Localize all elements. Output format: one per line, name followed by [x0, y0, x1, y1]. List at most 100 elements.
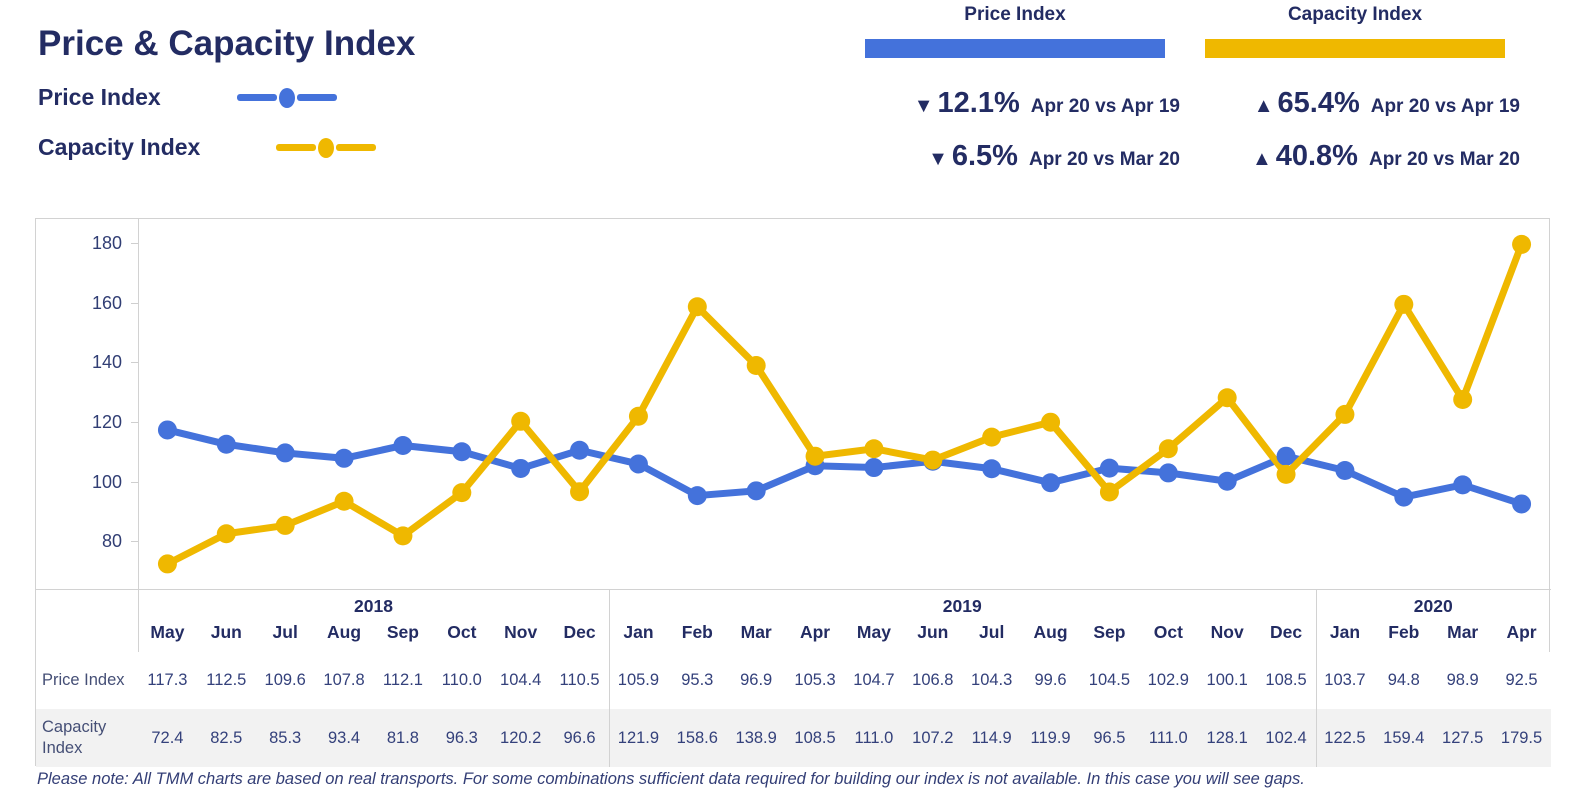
- y-tick-mark: [131, 541, 138, 543]
- price-stats-title: Price Index: [964, 4, 1066, 25]
- price-mom-value: 6.5%: [951, 140, 1018, 172]
- marker-dot: [318, 137, 335, 158]
- price-index-point: [864, 458, 884, 478]
- capacity-index-point: [805, 446, 825, 466]
- capacity-mom-value: 40.8%: [1275, 140, 1358, 172]
- capacity-index-point: [1453, 390, 1473, 410]
- price-index-point: [687, 486, 707, 506]
- capacity-index-point: [275, 515, 295, 535]
- table-row-price-index: Price Index 117.3 112.5 109.6 107.8 112.1 110…: [36, 652, 1551, 709]
- capacity-index-value-cell: 96.6: [563, 728, 596, 747]
- capacity-index-value-cell: 158.6: [676, 728, 718, 747]
- capacity-stats-title: Capacity Index: [1287, 4, 1423, 25]
- price-index-value-cell: 100.1: [1206, 671, 1248, 689]
- month-header: Oct: [447, 622, 477, 642]
- capacity-index-value-cell: 120.2: [500, 728, 542, 747]
- capacity-index-point: [1217, 388, 1237, 408]
- y-tick-label: 160: [91, 292, 122, 313]
- row-label-capacity-index: Capacity Index: [42, 718, 107, 757]
- month-header: Aug: [1033, 622, 1068, 642]
- capacity-index-value-cell: 128.1: [1206, 728, 1248, 747]
- table-row-capacity-index: Capacity Index 72.4 82.5 85.3 93.4 81.8 96.3 1…: [36, 709, 1551, 767]
- capacity-index-point: [216, 524, 236, 544]
- month-header: Nov: [504, 622, 538, 642]
- capacity-index-value-cell: 108.5: [794, 728, 836, 747]
- capacity-index-point: [1276, 464, 1296, 484]
- price-index-point: [746, 481, 766, 501]
- month-header: Mar: [740, 622, 772, 642]
- down-arrow-icon: ▼: [928, 148, 948, 170]
- price-index-value-cell: 117.3: [147, 671, 188, 689]
- price-index-point: [982, 459, 1002, 479]
- month-header: Apr: [799, 622, 831, 642]
- capacity-index-value-cell: 107.2: [912, 728, 954, 747]
- price-index-value-cell: 112.1: [382, 671, 423, 689]
- capacity-index-value-cell: 96.3: [445, 728, 478, 747]
- price-yoy-value: 12.1%: [937, 87, 1020, 119]
- capacity-index-point: [746, 356, 766, 376]
- capacity-mom-period: Apr 20 vs Mar 20: [1368, 149, 1520, 170]
- month-header: Apr: [1506, 622, 1537, 642]
- price-index-value-cell: 108.5: [1265, 671, 1307, 689]
- price-index-point: [1335, 461, 1355, 481]
- capacity-index-value-cell: 127.5: [1442, 728, 1484, 747]
- price-index-value-cell: 94.8: [1387, 671, 1420, 689]
- month-header: Jan: [1329, 622, 1361, 642]
- legend-label-price-index: Price Index: [38, 84, 161, 110]
- capacity-index-value-cell: 114.9: [971, 728, 1012, 747]
- legend-item-price-index: Price Index: [38, 84, 337, 111]
- y-tick-mark: [131, 481, 138, 483]
- price-index-value-cell: 112.5: [206, 671, 247, 689]
- capacity-index-value-cell: 121.9: [617, 728, 660, 747]
- price-index-value-cell: 104.3: [971, 671, 1013, 689]
- price-index-value-cell: 96.9: [740, 671, 773, 689]
- price-index-value-cell: 92.5: [1505, 671, 1538, 689]
- price-index-point: [216, 434, 236, 454]
- price-index-value-cell: 104.7: [853, 671, 895, 689]
- month-header: Jan: [623, 622, 654, 642]
- capacity-index-value-cell: 111.0: [1148, 728, 1188, 747]
- capacity-index-point: [1099, 482, 1119, 502]
- month-header-row: May Jun Jul Aug Sep Oct Nov Dec Jan Feb Mar Apr May J…: [138, 619, 1551, 652]
- price-index-point: [157, 420, 177, 440]
- month-header: Dec: [1270, 622, 1303, 642]
- price-index-value-cell: 106.8: [912, 671, 954, 689]
- price-stat-yoy: ▼ 12.1% Apr 20 vs Apr 19: [865, 87, 1180, 120]
- month-header: Feb: [681, 622, 713, 642]
- month-header: Oct: [1153, 622, 1183, 642]
- label-column-separator: [138, 219, 139, 767]
- chart-and-table-figure: 80 100 120 140 160 180 2018 2019 2020 May Jun Jul…: [35, 218, 1551, 767]
- chart-table-divider: [36, 589, 1551, 590]
- up-arrow-icon: ▲: [1253, 95, 1274, 117]
- capacity-index-value-cell: 111.0: [854, 728, 894, 747]
- year-group-separator: [609, 589, 610, 767]
- capacity-index-point: [1158, 439, 1178, 459]
- price-index-point: [1041, 473, 1061, 493]
- capacity-index-stats: Capacity Index ▲ 65.4% Apr 20 vs Apr 19 …: [1205, 0, 1520, 173]
- month-header: Jul: [272, 622, 298, 642]
- price-index-point: [1453, 475, 1473, 495]
- y-tick-label: 180: [91, 232, 122, 253]
- price-index-point: [1394, 487, 1414, 507]
- month-header: Feb: [1388, 622, 1420, 642]
- capacity-index-value-cell: 159.4: [1383, 728, 1425, 747]
- price-index-value-cell: 105.9: [617, 671, 660, 689]
- price-index-point: [628, 454, 648, 474]
- year-header: 2019: [942, 596, 982, 616]
- y-tick-mark: [131, 302, 138, 304]
- line-chart-plot: [157, 234, 1532, 574]
- capacity-index-point: [334, 491, 354, 511]
- capacity-index-value-cell: 138.9: [735, 728, 777, 747]
- price-stat-mom: ▼ 6.5% Apr 20 vs Mar 20: [865, 140, 1180, 173]
- capacity-index-value-cell: 179.5: [1500, 728, 1543, 747]
- marker-line-segment: [296, 94, 337, 101]
- capacity-index-point: [1512, 234, 1532, 254]
- price-index-value-cell: 107.8: [323, 671, 365, 689]
- month-header: Dec: [563, 622, 596, 642]
- capacity-index-value-cell: 119.9: [1030, 728, 1071, 747]
- capacity-yoy-period: Apr 20 vs Apr 19: [1370, 96, 1520, 117]
- marker-line-segment: [276, 144, 317, 151]
- price-index-point: [1276, 446, 1296, 466]
- price-mom-period: Apr 20 vs Mar 20: [1028, 149, 1180, 170]
